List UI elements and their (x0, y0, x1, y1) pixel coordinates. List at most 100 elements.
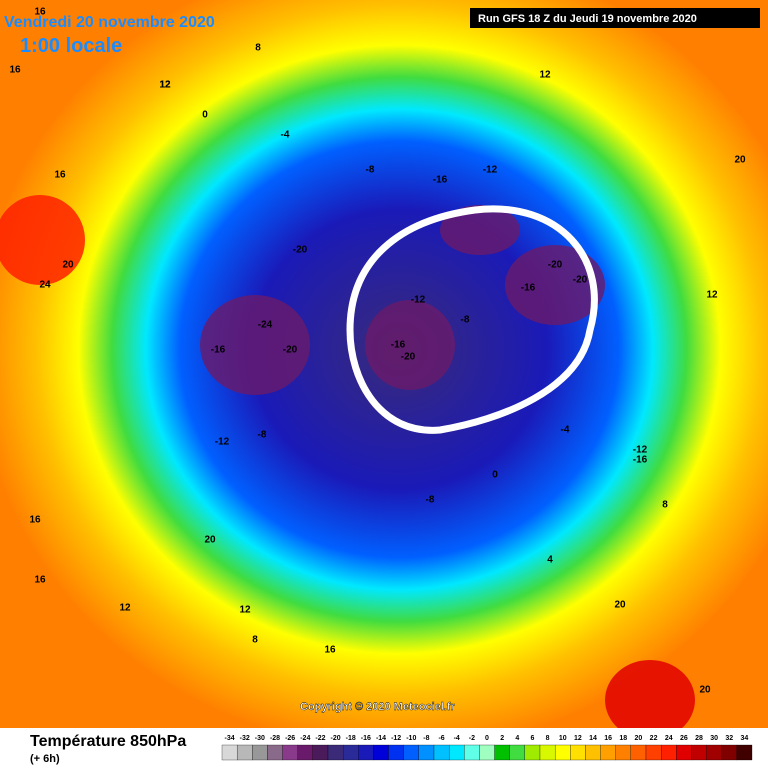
warm-area (605, 660, 695, 740)
cold-pool (200, 295, 310, 395)
temp-label: 20 (734, 155, 746, 166)
scale-label: -16 (361, 735, 371, 742)
run-box (470, 8, 760, 28)
annotation-circle (346, 205, 598, 434)
color-cell (676, 744, 692, 761)
color-cell (630, 744, 647, 761)
scale-label: -4 (454, 735, 460, 742)
scale-label: -28 (270, 735, 280, 742)
scale-label: 32 (725, 735, 733, 742)
temp-label: 16 (324, 645, 336, 656)
temp-label: 12 (119, 603, 131, 614)
temp-label: -20 (401, 352, 416, 363)
temp-label: 16 (34, 575, 46, 586)
scale-label: -18 (346, 735, 356, 742)
scale-label: 16 (604, 735, 612, 742)
temp-label: 20 (204, 535, 216, 546)
scale-label: -14 (376, 735, 386, 742)
scale-label: 12 (574, 735, 582, 742)
color-cell (358, 744, 374, 761)
temp-label: -20 (283, 345, 298, 356)
legend-title: Température 850hPa (30, 733, 186, 750)
temp-label: 16 (34, 7, 46, 18)
legend-lead: (+ 6h) (30, 753, 60, 765)
scale-label: 2 (500, 735, 504, 742)
color-cell (660, 744, 677, 761)
cold-pool (365, 300, 455, 390)
scale-label: 30 (710, 735, 718, 742)
temp-label: -16 (633, 455, 648, 466)
scale-label: -20 (331, 735, 341, 742)
color-cell (448, 744, 465, 761)
temp-label: 0 (492, 470, 498, 481)
copyright: Copyright © 2020 Meteociel.fr (300, 701, 456, 713)
temp-label: -16 (521, 283, 536, 294)
scale-label: -30 (255, 735, 265, 742)
temp-label: -16 (211, 345, 226, 356)
color-cell (464, 744, 480, 761)
temp-label: -8 (258, 430, 267, 441)
temp-label: 12 (539, 70, 551, 81)
scale-label: -2 (469, 735, 475, 742)
temp-label: -24 (258, 320, 273, 331)
temp-label: -20 (293, 245, 308, 256)
temp-label: -16 (433, 175, 448, 186)
color-cell (706, 744, 722, 761)
temp-label: -12 (215, 437, 230, 448)
color-cell (585, 744, 601, 761)
color-cell (373, 744, 389, 761)
temp-label: -4 (561, 425, 570, 436)
color-cell (721, 744, 738, 761)
color-cell (645, 744, 662, 761)
scale-label: 4 (515, 735, 519, 742)
temp-label: 20 (62, 260, 74, 271)
color-cell (403, 744, 420, 761)
color-cell (570, 744, 586, 761)
color-cell (600, 744, 616, 761)
map-labels: 16812121616202024200-4-8-12-16-20-24-16-… (9, 7, 746, 696)
temp-label: 24 (39, 280, 51, 291)
temp-label: 0 (202, 110, 208, 121)
temp-label: -12 (411, 295, 426, 306)
scale-label: 6 (530, 735, 534, 742)
scale-label: -24 (300, 735, 310, 742)
temp-label: -20 (573, 275, 588, 286)
temp-label: -12 (483, 165, 498, 176)
color-cell (267, 744, 283, 761)
color-cell (418, 744, 435, 761)
temp-label: -4 (281, 130, 290, 141)
temp-label: -16 (391, 340, 406, 351)
color-cell (615, 744, 632, 761)
color-cell (327, 744, 344, 761)
temp-label: -8 (426, 495, 435, 506)
run-text: Run GFS 18 Z du Jeudi 19 novembre 2020 (478, 13, 697, 25)
scale-label: -8 (423, 735, 429, 742)
color-cell (252, 744, 268, 761)
scale-label: 34 (741, 735, 749, 742)
temp-label: 16 (9, 65, 21, 76)
color-cell (342, 744, 359, 761)
colorbar: -34 -32 -30 -28 -26 -24 -22 -20 -18 -16 -14 -12 -10-… (221, 735, 753, 761)
temp-label: 8 (662, 500, 668, 511)
color-cell (691, 744, 707, 761)
scale-label: -10 (406, 735, 416, 742)
scale-label: -26 (285, 735, 295, 742)
scale-label: 10 (559, 735, 567, 742)
scale-label: 14 (589, 735, 597, 742)
scale-label: 22 (650, 735, 658, 742)
color-cell (433, 744, 450, 761)
scale-label: -32 (240, 735, 250, 742)
color-cell (539, 744, 556, 761)
date: Vendredi 20 novembre 2020 (4, 14, 215, 31)
scale-label: -34 (225, 735, 235, 742)
cold-pool (505, 245, 605, 325)
temp-label: 8 (252, 635, 258, 646)
color-cell (221, 744, 238, 761)
color-cell (312, 744, 329, 761)
color-cell (509, 744, 526, 761)
cold-pool (440, 205, 520, 255)
color-cell (236, 744, 253, 761)
warm-area (0, 195, 85, 285)
scale-label: 28 (695, 735, 703, 742)
